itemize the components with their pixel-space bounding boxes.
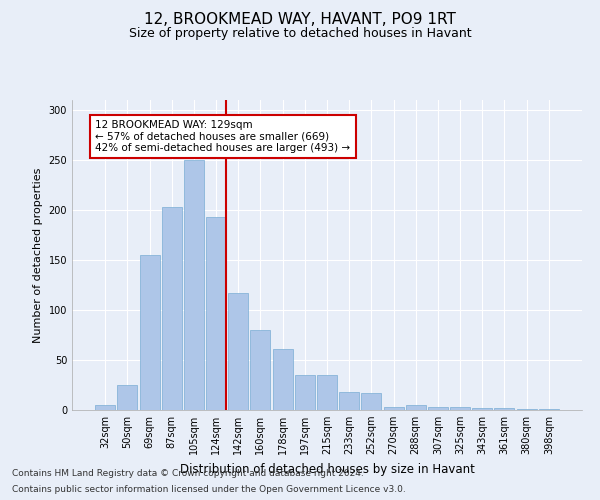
Bar [539,409,559,410]
Text: Contains public sector information licensed under the Open Government Licence v3: Contains public sector information licen… [12,485,406,494]
Text: Size of property relative to detached houses in Havant: Size of property relative to detached ho… [128,28,472,40]
Text: Contains HM Land Registry data © Crown copyright and database right 2024.: Contains HM Land Registry data © Crown c… [12,468,364,477]
Bar [494,408,514,410]
X-axis label: Distribution of detached houses by size in Havant: Distribution of detached houses by size … [179,462,475,475]
Bar [472,408,492,410]
Bar [428,407,448,410]
Bar [339,392,359,410]
Text: 12 BROOKMEAD WAY: 129sqm
← 57% of detached houses are smaller (669)
42% of semi-: 12 BROOKMEAD WAY: 129sqm ← 57% of detach… [95,120,350,153]
Bar [272,349,293,410]
Bar [317,375,337,410]
Bar [118,385,137,410]
Bar [383,407,404,410]
Bar [450,407,470,410]
Bar [406,405,426,410]
Bar [361,393,382,410]
Bar [250,330,271,410]
Bar [295,375,315,410]
Bar [95,405,115,410]
Bar [140,255,160,410]
Bar [184,160,204,410]
Y-axis label: Number of detached properties: Number of detached properties [33,168,43,342]
Text: 12, BROOKMEAD WAY, HAVANT, PO9 1RT: 12, BROOKMEAD WAY, HAVANT, PO9 1RT [144,12,456,28]
Bar [228,293,248,410]
Bar [517,409,536,410]
Bar [162,207,182,410]
Bar [206,217,226,410]
